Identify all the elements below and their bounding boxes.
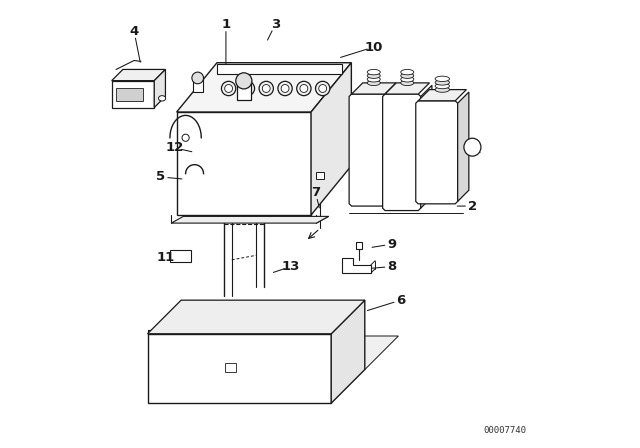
Polygon shape xyxy=(177,63,351,112)
Polygon shape xyxy=(154,69,165,108)
Text: 3: 3 xyxy=(271,18,280,31)
Polygon shape xyxy=(383,94,420,211)
Circle shape xyxy=(192,72,204,84)
Circle shape xyxy=(240,82,255,96)
Polygon shape xyxy=(458,92,469,202)
Text: 1: 1 xyxy=(221,18,230,31)
Ellipse shape xyxy=(435,83,449,89)
Bar xyxy=(193,78,203,92)
Circle shape xyxy=(225,85,232,92)
Ellipse shape xyxy=(401,73,414,78)
Polygon shape xyxy=(181,336,398,370)
Polygon shape xyxy=(387,85,398,204)
Circle shape xyxy=(262,85,270,92)
Ellipse shape xyxy=(401,69,414,75)
Polygon shape xyxy=(420,85,432,208)
Polygon shape xyxy=(351,83,396,94)
Circle shape xyxy=(316,82,330,96)
Circle shape xyxy=(243,85,252,92)
Ellipse shape xyxy=(367,73,380,78)
Text: 7: 7 xyxy=(311,186,320,199)
Ellipse shape xyxy=(435,87,449,92)
Text: 11: 11 xyxy=(156,251,175,264)
Polygon shape xyxy=(418,90,467,101)
Text: 6: 6 xyxy=(396,293,405,307)
Ellipse shape xyxy=(464,138,481,156)
Ellipse shape xyxy=(367,80,380,86)
Circle shape xyxy=(221,82,236,96)
Polygon shape xyxy=(349,94,387,206)
Polygon shape xyxy=(311,63,351,215)
Polygon shape xyxy=(148,300,365,334)
Polygon shape xyxy=(217,64,342,74)
Circle shape xyxy=(182,134,189,142)
Polygon shape xyxy=(342,258,371,273)
Circle shape xyxy=(236,73,252,89)
Circle shape xyxy=(297,82,311,96)
Polygon shape xyxy=(172,216,328,223)
Bar xyxy=(225,363,236,372)
Circle shape xyxy=(319,85,326,92)
Ellipse shape xyxy=(367,69,380,75)
Circle shape xyxy=(281,85,289,92)
Polygon shape xyxy=(385,83,429,94)
Bar xyxy=(237,81,251,100)
Circle shape xyxy=(278,82,292,96)
Text: 4: 4 xyxy=(129,25,139,38)
Bar xyxy=(170,250,191,262)
Ellipse shape xyxy=(159,96,166,101)
Polygon shape xyxy=(177,112,311,215)
Text: 10: 10 xyxy=(365,40,383,54)
Circle shape xyxy=(300,85,308,92)
Bar xyxy=(316,172,324,179)
Polygon shape xyxy=(112,81,154,108)
Ellipse shape xyxy=(401,80,414,86)
Text: 00007740: 00007740 xyxy=(483,426,526,435)
Ellipse shape xyxy=(367,77,380,82)
Polygon shape xyxy=(416,101,458,204)
Bar xyxy=(356,242,362,249)
Circle shape xyxy=(259,82,273,96)
Polygon shape xyxy=(148,334,332,403)
Text: 5: 5 xyxy=(156,170,166,184)
Polygon shape xyxy=(332,300,365,403)
Text: 8: 8 xyxy=(387,260,396,273)
Text: 2: 2 xyxy=(468,199,477,213)
Bar xyxy=(116,88,143,101)
Ellipse shape xyxy=(435,80,449,85)
Ellipse shape xyxy=(401,77,414,82)
Text: 12: 12 xyxy=(165,141,184,155)
Text: 13: 13 xyxy=(282,260,300,273)
Text: 9: 9 xyxy=(387,237,396,251)
Ellipse shape xyxy=(435,76,449,82)
Polygon shape xyxy=(112,69,165,81)
